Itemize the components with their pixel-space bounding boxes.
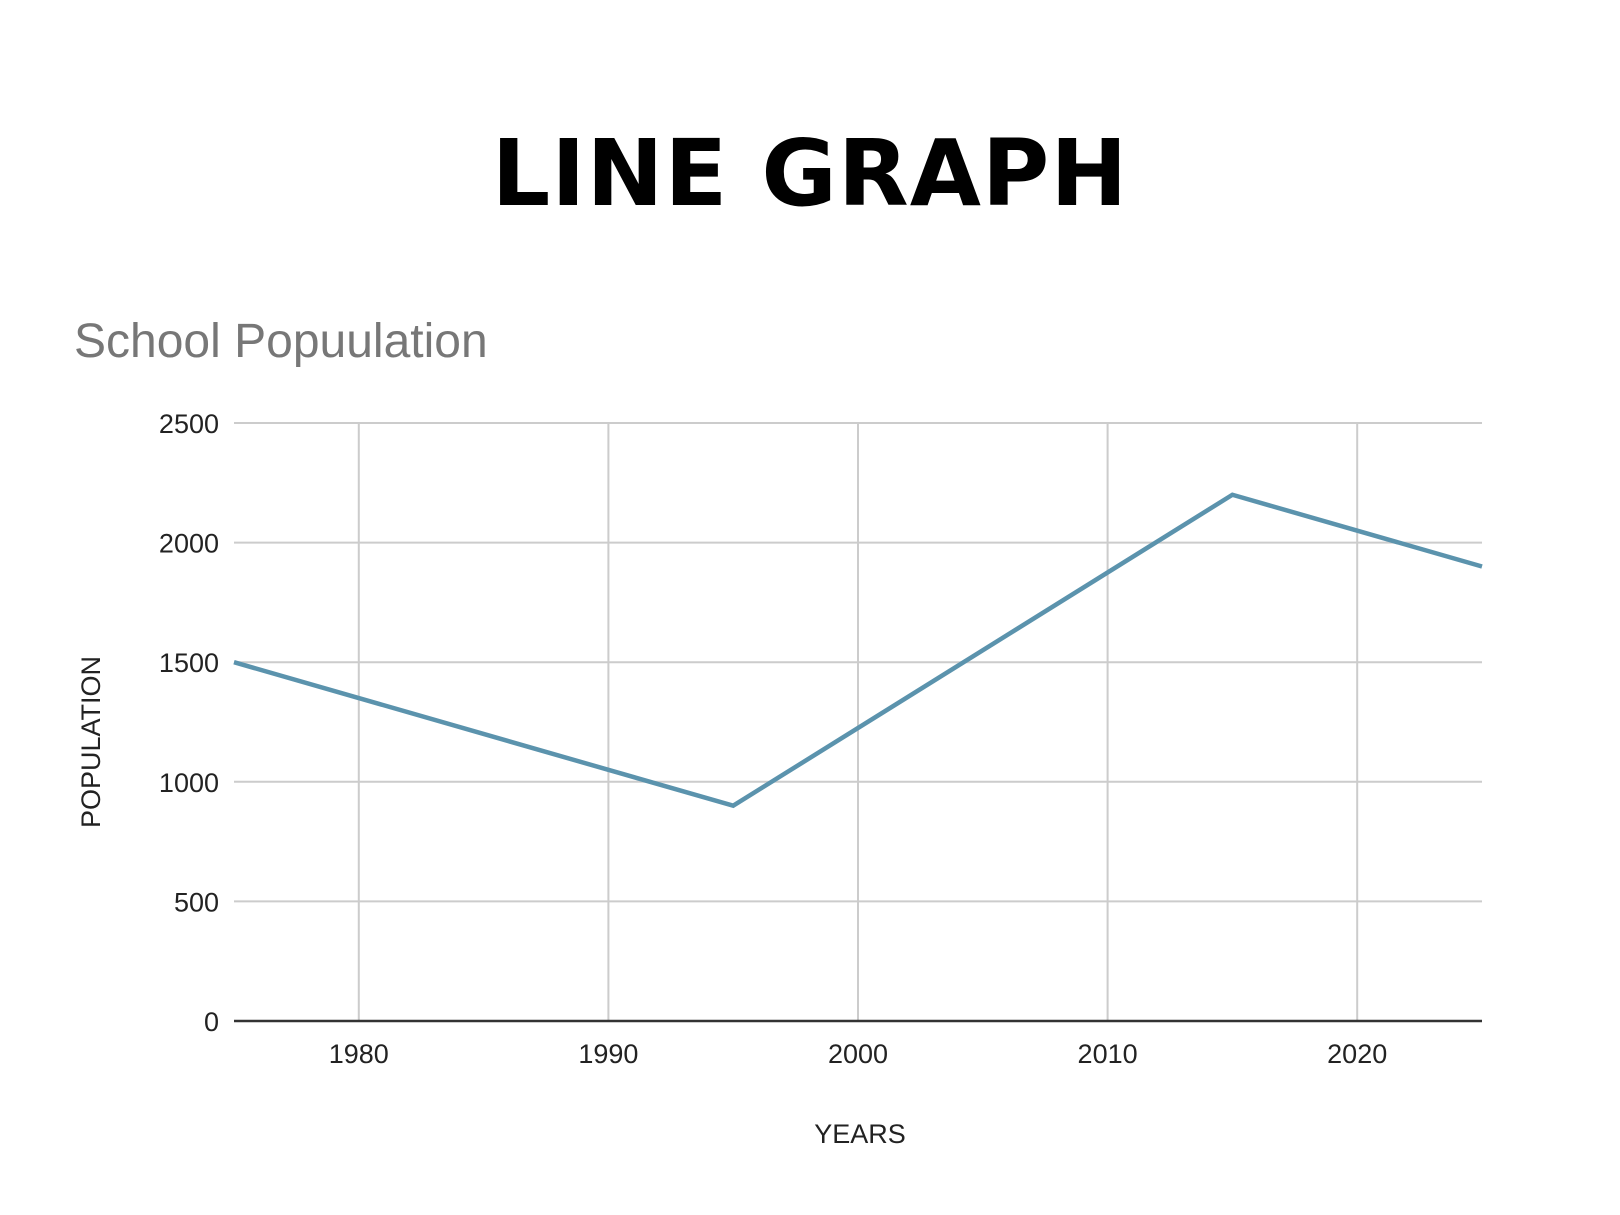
y-tick-label: 0 (204, 1007, 219, 1037)
y-tick-label: 500 (174, 887, 219, 917)
y-axis-title: POPULATION (76, 656, 106, 828)
y-tick-label: 1000 (159, 768, 219, 798)
x-tick-label: 2020 (1327, 1039, 1387, 1069)
x-tick-label: 1980 (329, 1039, 389, 1069)
x-tick-label: 1990 (578, 1039, 638, 1069)
axes: 0 500 1000 1500 2000 2500 1980 1990 2000 2010 2020 (159, 409, 1482, 1069)
page-title: LINE GRAPH (491, 120, 1129, 227)
chart-title: School Popuulation (74, 315, 488, 368)
x-tick-label: 2010 (1078, 1039, 1138, 1069)
grid (234, 422, 1482, 1021)
series-line (233, 492, 1483, 809)
y-tick-label: 1500 (159, 648, 219, 678)
y-tick-label: 2000 (159, 529, 219, 559)
x-axis-title: YEARS (814, 1119, 906, 1149)
y-tick-label: 2500 (159, 409, 219, 439)
series-layer (233, 492, 1483, 809)
x-tick-label: 2000 (828, 1039, 888, 1069)
